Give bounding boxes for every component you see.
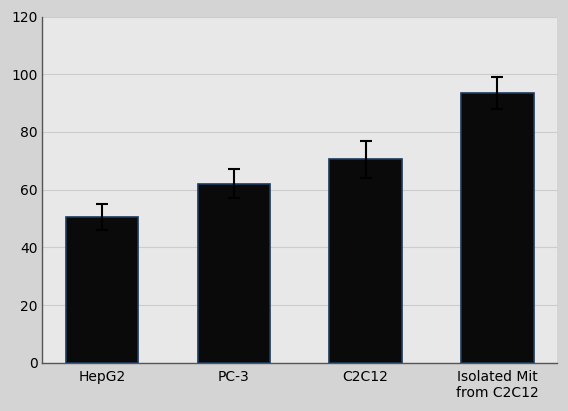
Bar [461, 93, 533, 363]
Bar [198, 184, 270, 363]
Bar [329, 159, 402, 363]
Bar [66, 217, 138, 363]
